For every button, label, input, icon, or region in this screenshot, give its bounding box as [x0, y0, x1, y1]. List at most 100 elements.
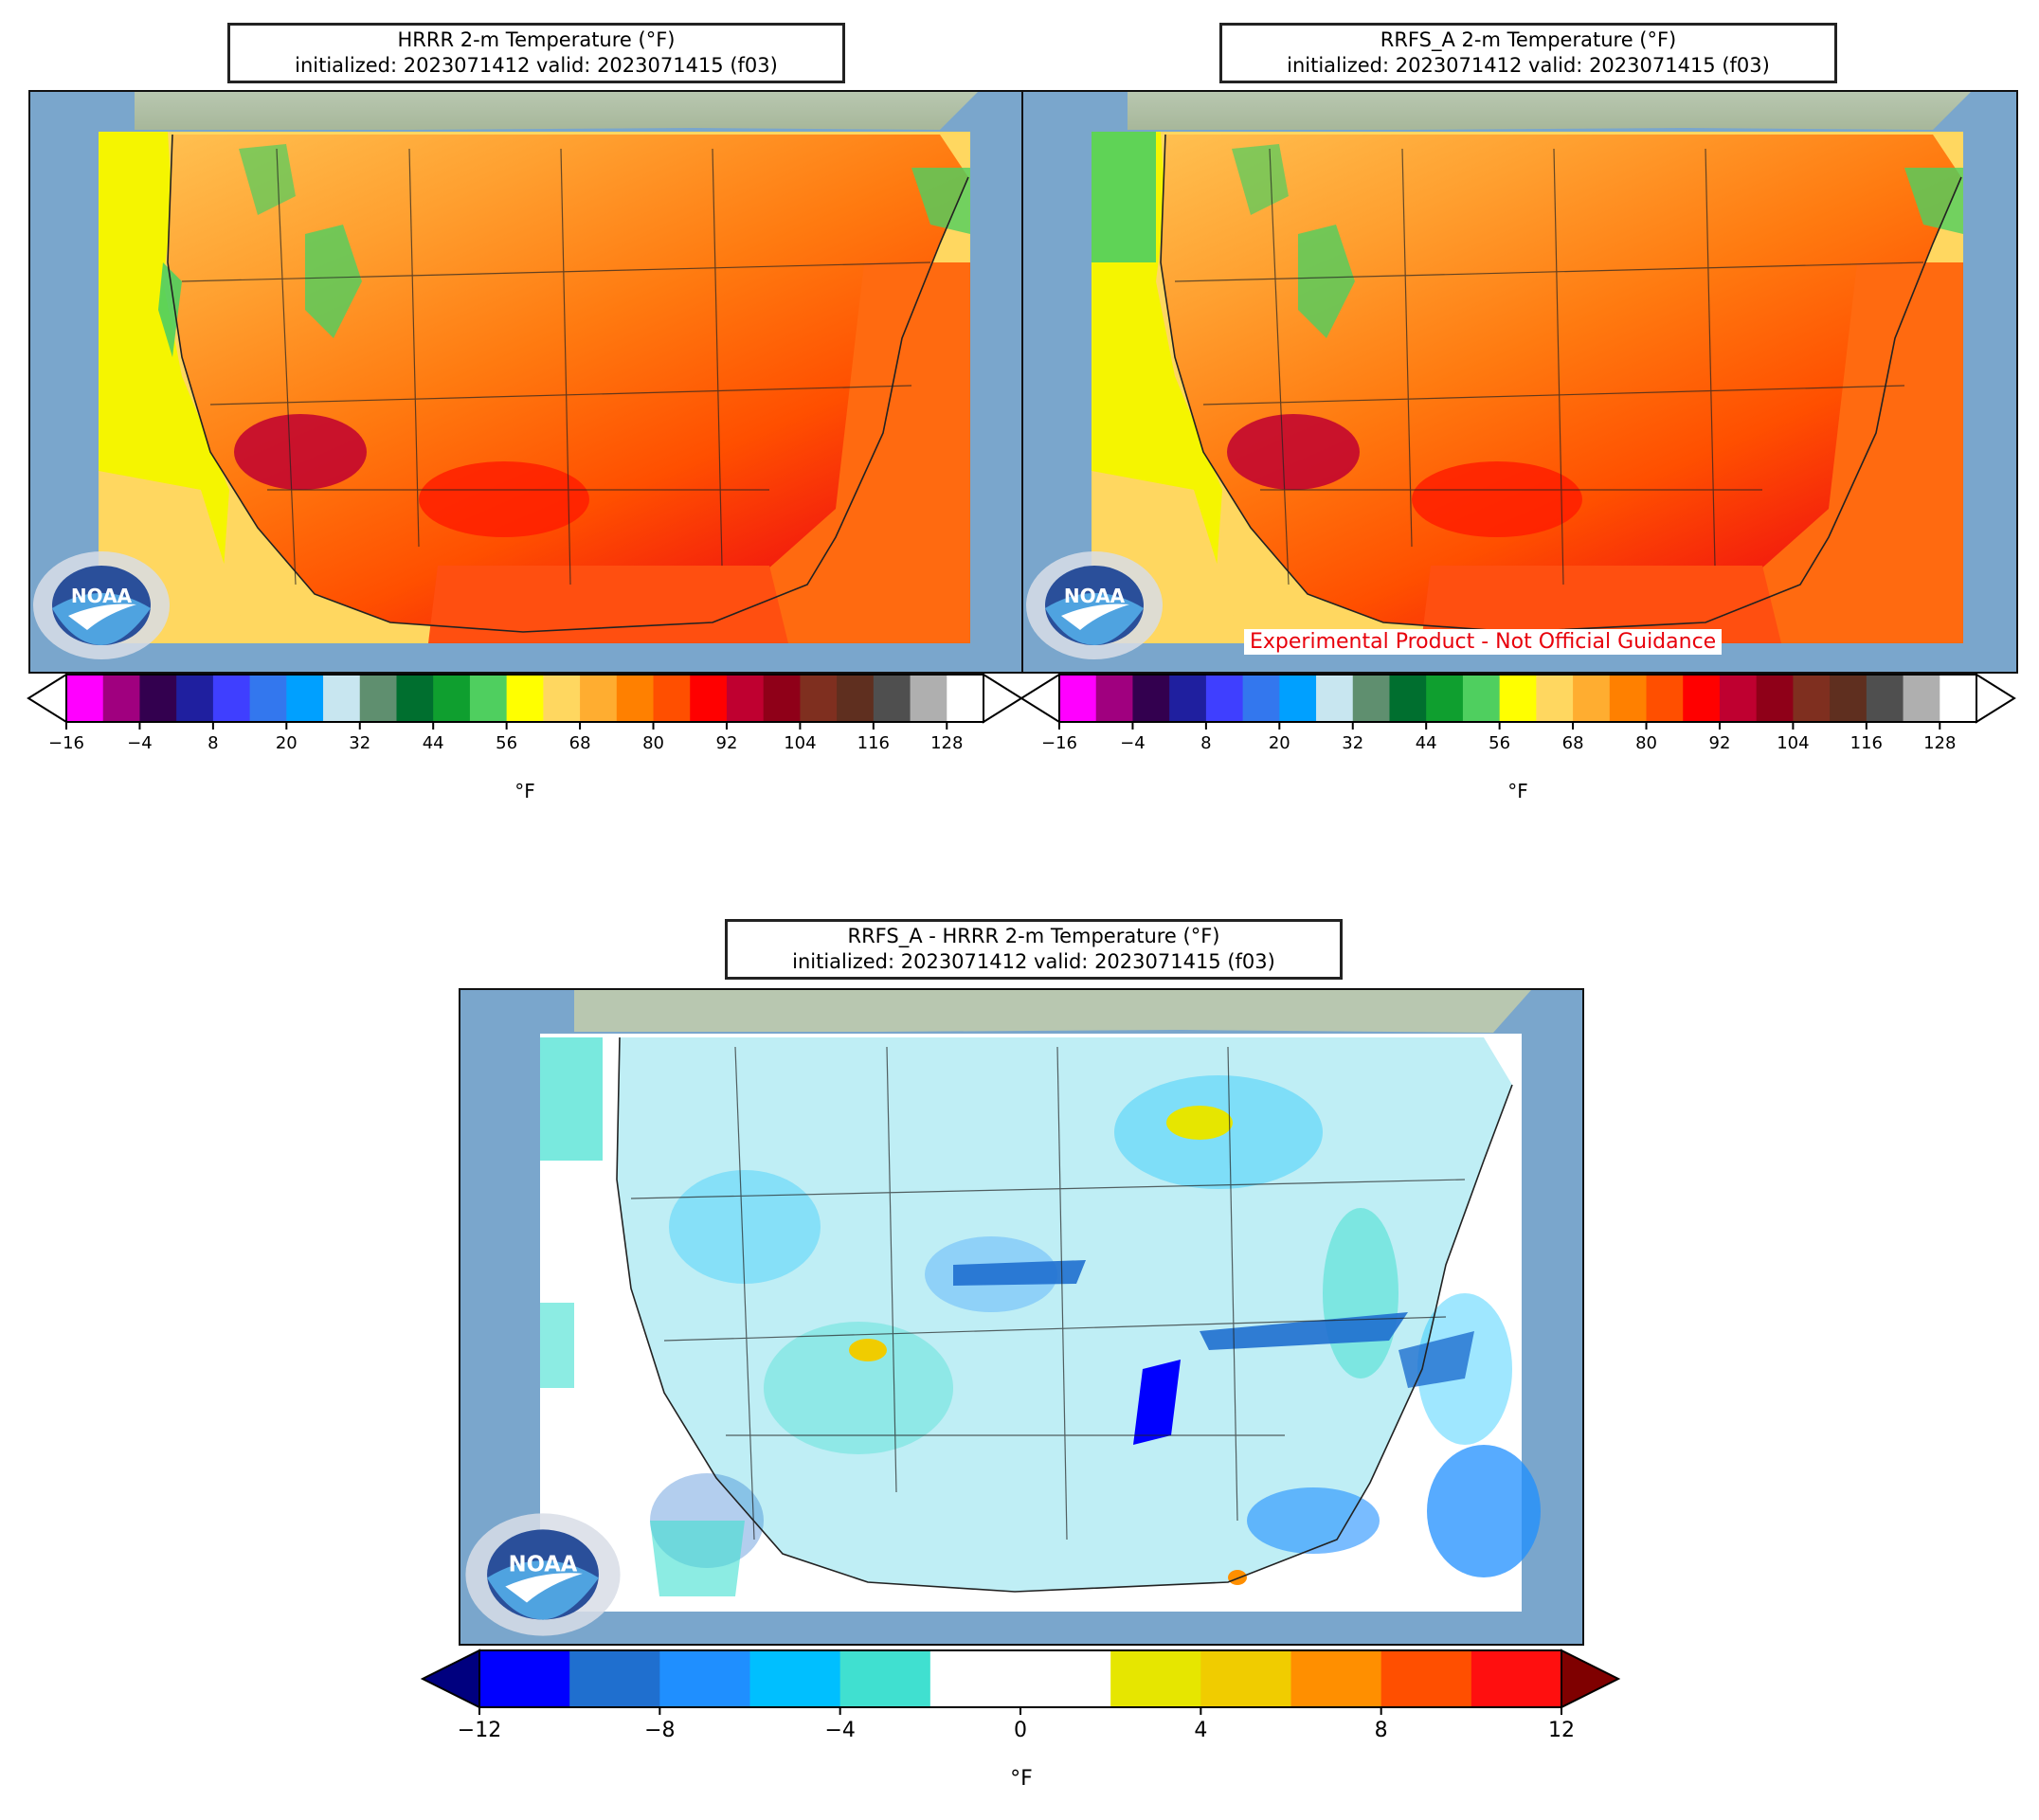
colorbar-segment [1609, 675, 1648, 722]
colorbar-segment [1352, 675, 1390, 722]
colorbar-tick-label: 68 [1561, 733, 1584, 753]
colorbar-frame [1058, 674, 1977, 723]
colorbar-segment [873, 675, 911, 722]
diff-title-line2: initialized: 2023071412 valid: 202307141… [792, 950, 1275, 973]
rrfs-colorbar-unit: °F [1507, 780, 1528, 802]
colorbar-segment [1793, 675, 1831, 722]
colorbar-tick-label: 80 [642, 733, 664, 753]
diff-colorbar-unit: °F [1010, 1767, 1033, 1791]
colorbar-segment [1095, 675, 1133, 722]
colorbar-segment [1169, 675, 1207, 722]
hrrr-colorbar-svg [27, 673, 1023, 730]
rrfs-title-line1: RRFS_A 2-m Temperature (°F) [1380, 28, 1677, 51]
colorbar-segment [66, 675, 104, 722]
colorbar-tick-label: −4 [824, 1719, 856, 1742]
colorbar-tick-label: 128 [1923, 733, 1957, 753]
rrfs-map [1021, 90, 2018, 674]
colorbar-segment [102, 675, 140, 722]
noaa-logo-hrrr: NOAA [30, 550, 172, 665]
colorbar-tick-label: 8 [1200, 733, 1212, 753]
diff-colorbar [420, 1649, 1621, 1715]
colorbar-segment [359, 675, 397, 722]
diff-title-line1: RRFS_A - HRRR 2-m Temperature (°F) [847, 925, 1220, 947]
colorbar-segment [837, 675, 875, 722]
colorbar-tick-label: 32 [1342, 733, 1364, 753]
colorbar-segment [726, 675, 765, 722]
colorbar-over-arrow [1976, 673, 2016, 724]
colorbar-segment [749, 1650, 841, 1707]
noaa-seal-icon: NOAA [1026, 551, 1163, 659]
colorbar-segment [1426, 675, 1464, 722]
colorbar-segment [1683, 675, 1721, 722]
rrfs-title-line2: initialized: 2023071412 valid: 202307141… [1287, 54, 1770, 77]
colorbar-segment [1242, 675, 1280, 722]
colorbar-segment [1380, 1650, 1472, 1707]
colorbar-segment [139, 675, 177, 722]
colorbar-tick-label: 80 [1635, 733, 1657, 753]
noaa-seal-icon: NOAA [465, 1513, 621, 1636]
rrfs-colorbar [1020, 673, 2016, 730]
hrrr-colorbar [27, 673, 1023, 730]
colorbar-segment [690, 675, 728, 722]
colorbar-tick-label: 4 [1194, 1719, 1208, 1742]
colorbar-segment [1205, 675, 1244, 722]
rrfs-colorbar-svg [1020, 673, 2016, 730]
colorbar-segment [176, 675, 214, 722]
colorbar-segment [1290, 1650, 1382, 1707]
colorbar-tick-label: −12 [457, 1719, 502, 1742]
colorbar-segment [1646, 675, 1684, 722]
colorbar-frame [65, 674, 984, 723]
colorbar-under-arrow [27, 673, 67, 724]
colorbar-segment [1903, 675, 1940, 722]
colorbar-segment [1499, 675, 1537, 722]
colorbar-tick-label: 116 [857, 733, 891, 753]
colorbar-segment [653, 675, 691, 722]
colorbar-segment [396, 675, 434, 722]
colorbar-segment [286, 675, 324, 722]
colorbar-tick-label: 104 [1777, 733, 1810, 753]
colorbar-segment [800, 675, 838, 722]
colorbar-segment [1132, 675, 1170, 722]
noaa-logo-diff: NOAA [462, 1508, 623, 1645]
colorbar-tick-label: 8 [208, 733, 219, 753]
noaa-logo-rrfs: NOAA [1023, 550, 1165, 665]
colorbar-segment [469, 675, 508, 722]
colorbar-segment [1536, 675, 1574, 722]
noaa-seal-icon: NOAA [33, 551, 170, 659]
colorbar-tick-label: 116 [1850, 733, 1884, 753]
colorbar-over-arrow [983, 673, 1023, 724]
colorbar-tick-label: 92 [1708, 733, 1731, 753]
hrrr-colorbar-unit: °F [514, 780, 535, 802]
hrrr-map [28, 90, 1025, 674]
colorbar-tick-label: 44 [1415, 733, 1437, 753]
colorbar-segment [763, 675, 801, 722]
colorbar-tick-label: 56 [1489, 733, 1511, 753]
colorbar-segment [1200, 1650, 1291, 1707]
colorbar-over-arrow [1561, 1649, 1621, 1709]
colorbar-tick-label: 20 [1268, 733, 1290, 753]
colorbar-segment [929, 1650, 1021, 1707]
svg-text:NOAA: NOAA [1064, 585, 1126, 607]
colorbar-segment [1830, 675, 1868, 722]
colorbar-segment [1389, 675, 1427, 722]
colorbar-tick-label: −4 [127, 733, 153, 753]
colorbar-segment [543, 675, 581, 722]
colorbar-segment [1059, 675, 1097, 722]
colorbar-tick-label: 128 [930, 733, 964, 753]
svg-text:NOAA: NOAA [71, 585, 133, 607]
colorbar-tick-label: 8 [1374, 1719, 1388, 1742]
colorbar-segment [1940, 675, 1977, 722]
colorbar-segment [569, 1650, 660, 1707]
colorbar-tick-label: 56 [496, 733, 518, 753]
colorbar-segment [616, 675, 655, 722]
colorbar-segment [1719, 675, 1758, 722]
diff-colorbar-svg [420, 1649, 1621, 1715]
colorbar-segment [1573, 675, 1611, 722]
diff-map [459, 988, 1584, 1646]
colorbar-tick-label: −16 [1041, 733, 1077, 753]
colorbar-segment [212, 675, 251, 722]
colorbar-tick-label: 68 [568, 733, 591, 753]
colorbar-tick-label: 104 [784, 733, 817, 753]
colorbar-tick-label: 0 [1014, 1719, 1027, 1742]
colorbar-tick-label: 92 [715, 733, 738, 753]
